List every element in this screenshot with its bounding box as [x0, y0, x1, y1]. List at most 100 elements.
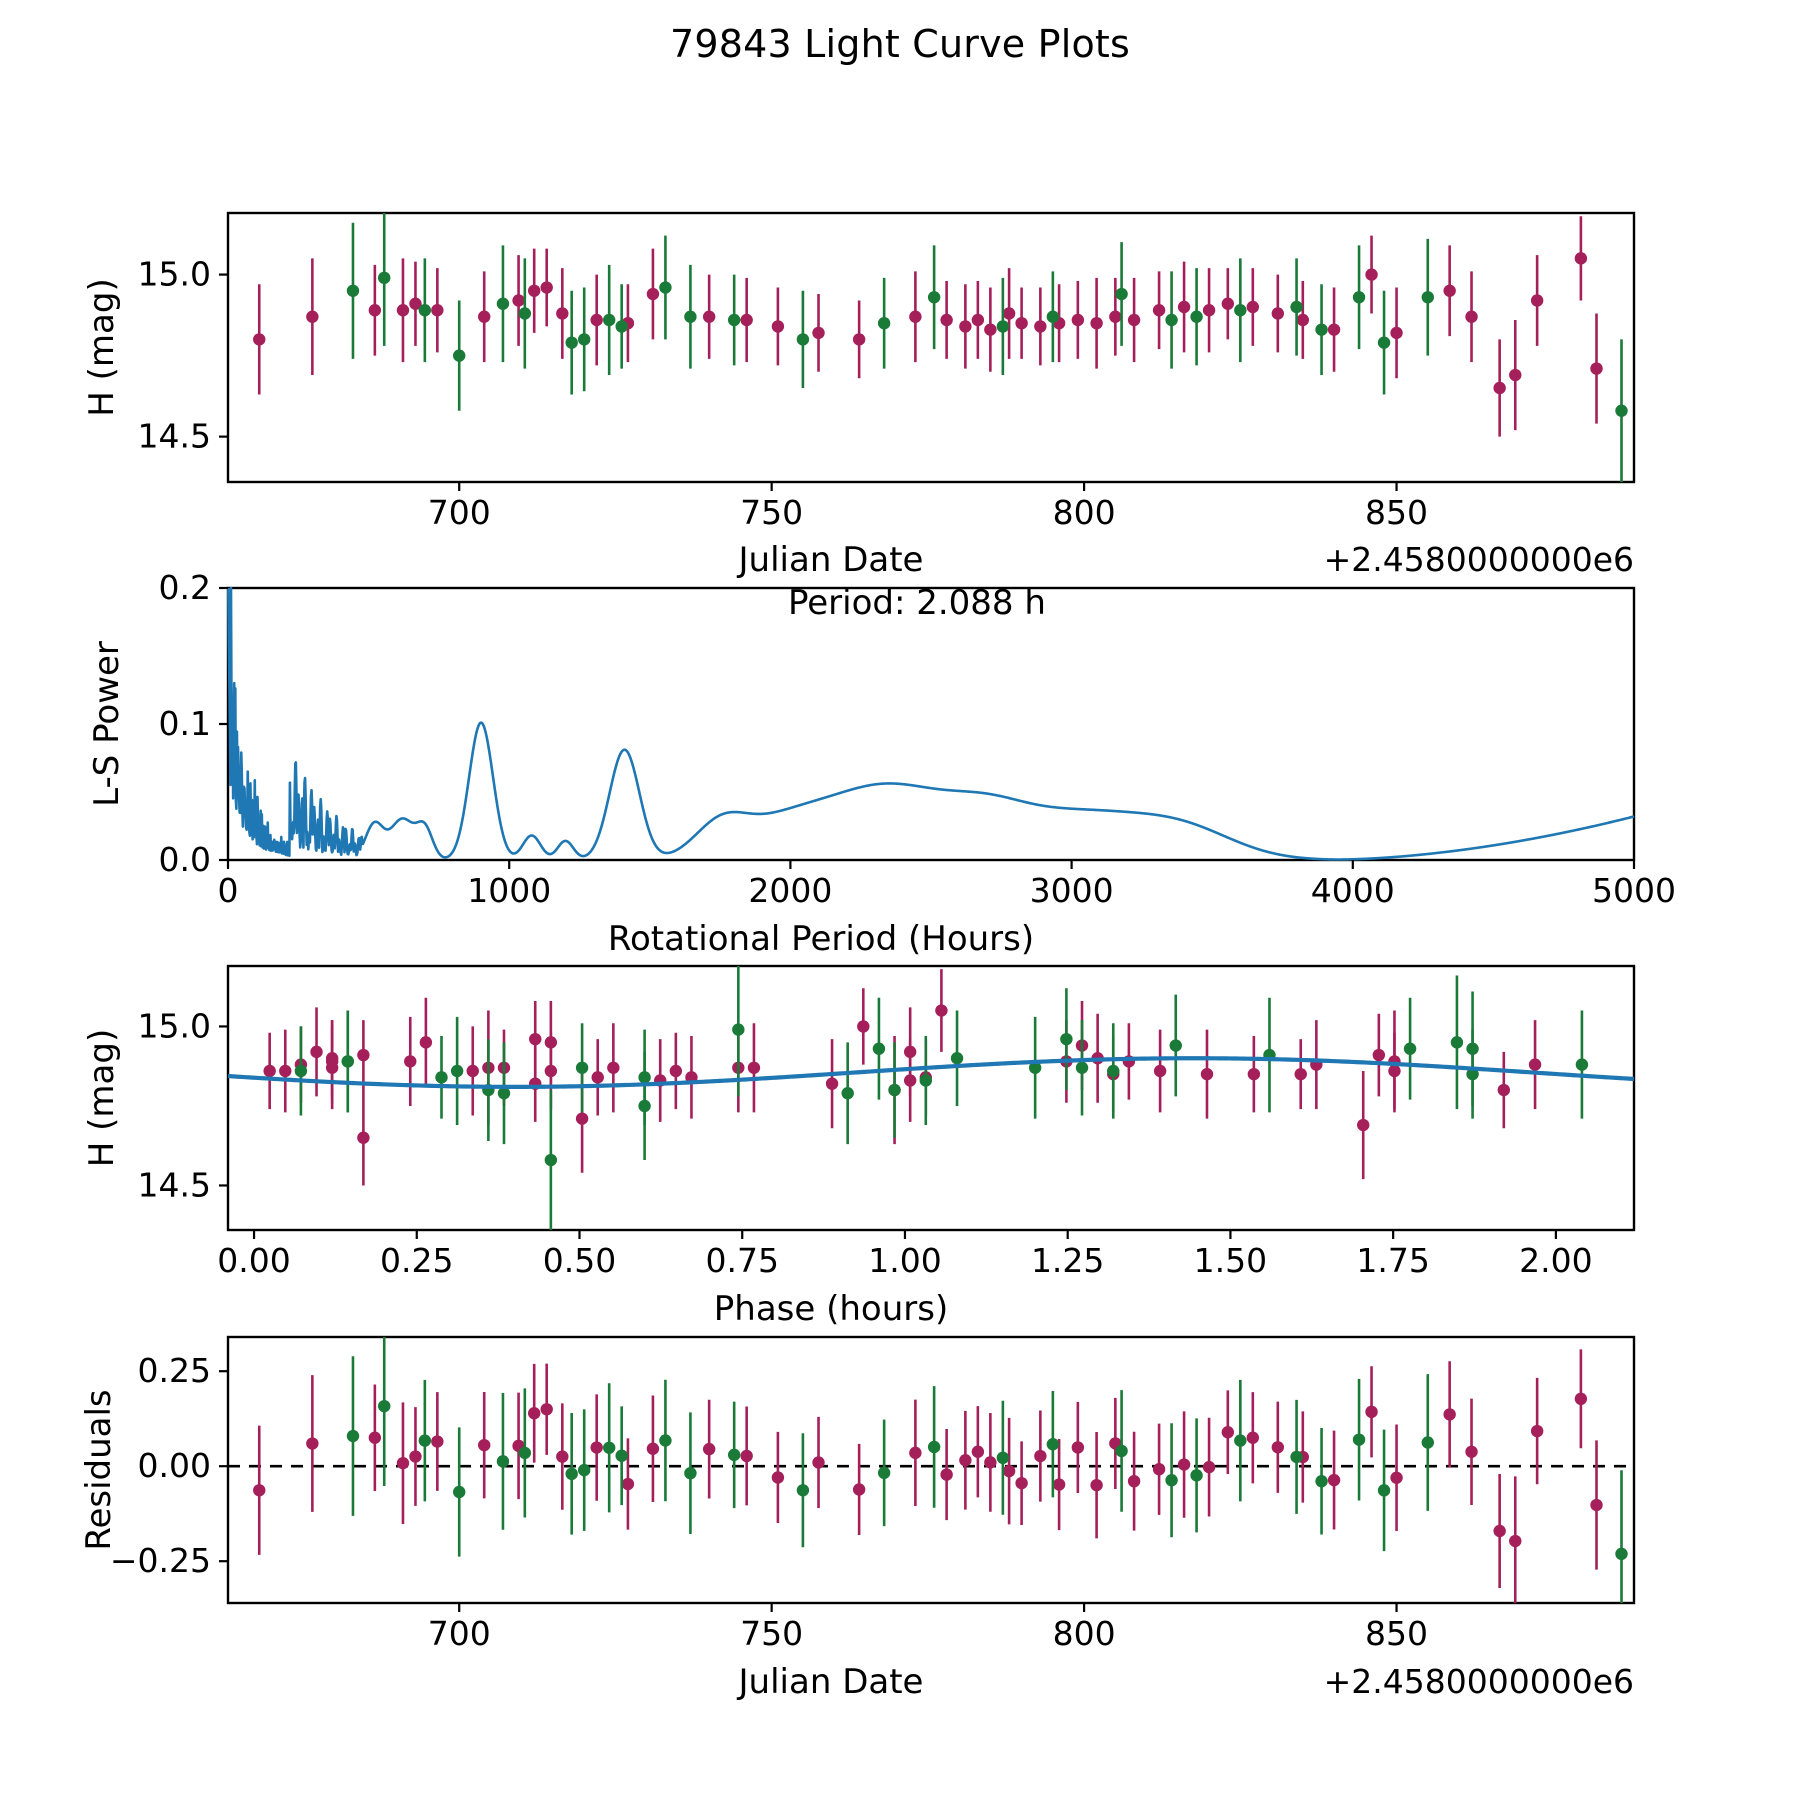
data-point: [919, 1035, 932, 1126]
data-marker: [346, 284, 360, 297]
data-marker: [872, 1042, 886, 1055]
data-marker: [1509, 368, 1522, 382]
data-marker: [1327, 323, 1341, 336]
data-point: [1450, 975, 1464, 1110]
data-marker: [659, 1434, 672, 1447]
data-point: [565, 290, 578, 395]
data-point: [341, 1010, 354, 1113]
data-marker: [1052, 1478, 1066, 1491]
data-point: [927, 245, 941, 350]
data-point: [577, 287, 591, 392]
data-marker: [279, 1064, 292, 1078]
data-point: [1493, 339, 1506, 437]
data-marker: [378, 1399, 391, 1413]
data-marker: [431, 1435, 444, 1448]
data-point: [732, 966, 745, 1097]
data-marker: [1296, 313, 1310, 327]
data-point: [453, 1427, 466, 1557]
data-point: [852, 300, 866, 379]
x-tick-label: 1000: [467, 871, 551, 910]
data-marker: [1115, 1444, 1128, 1458]
data-marker: [540, 1403, 553, 1416]
data-marker: [1497, 1083, 1511, 1097]
data-marker: [1352, 1433, 1366, 1446]
data-marker: [1450, 1036, 1464, 1049]
data-marker: [1315, 323, 1328, 336]
data-marker: [540, 281, 553, 294]
x-tick-label: 1.50: [1194, 1241, 1267, 1280]
y-tick-label: −0.25: [110, 1541, 211, 1580]
data-point: [984, 287, 997, 372]
data-marker: [1071, 313, 1085, 327]
data-point: [1327, 1430, 1341, 1530]
data-marker: [1060, 1032, 1073, 1046]
data-marker: [518, 1446, 532, 1460]
data-point: [1202, 1417, 1216, 1517]
figure-title: 79843 Light Curve Plots: [669, 22, 1131, 66]
data-marker: [1152, 1463, 1166, 1476]
data-point: [1530, 1377, 1544, 1485]
x-axis-offset-label: +2.4580000000e6: [1324, 540, 1634, 579]
y-tick-label: 0.2: [159, 568, 211, 607]
data-marker: [253, 333, 266, 346]
data-point: [950, 1010, 964, 1106]
data-point: [1443, 1361, 1456, 1468]
data-point: [1310, 1020, 1323, 1110]
data-marker: [602, 1441, 616, 1454]
data-point: [971, 1406, 985, 1498]
x-tick-label: 2000: [748, 871, 832, 910]
data-point: [527, 1363, 541, 1463]
data-point: [1352, 245, 1366, 350]
data-marker: [1574, 252, 1588, 265]
data-marker: [1372, 1048, 1386, 1062]
data-marker: [419, 1036, 433, 1049]
data-marker: [1421, 291, 1434, 304]
data-point: [1590, 1440, 1603, 1570]
data-marker: [1221, 297, 1235, 310]
data-point: [419, 997, 433, 1087]
data-marker: [435, 1071, 448, 1084]
data-point: [1465, 1398, 1478, 1505]
data-point: [512, 255, 525, 346]
data-marker: [971, 313, 985, 327]
data-marker: [1221, 1426, 1235, 1439]
data-point: [1165, 1423, 1178, 1538]
data-marker: [1152, 304, 1166, 317]
data-marker: [796, 1484, 810, 1497]
data-marker: [409, 1450, 422, 1463]
data-point: [1263, 997, 1276, 1113]
data-point: [1290, 258, 1303, 356]
y-tick-label: 0.25: [138, 1351, 211, 1390]
data-point: [540, 248, 553, 327]
x-axis-label: Julian Date: [737, 1662, 924, 1702]
data-marker: [418, 1434, 432, 1447]
data-point: [684, 264, 697, 369]
data-point: [1034, 287, 1047, 366]
data-point: [654, 1039, 667, 1122]
data-point: [346, 222, 360, 359]
data-marker: [1493, 381, 1506, 395]
data-point: [1075, 1020, 1089, 1116]
x-tick-label: 750: [740, 493, 803, 532]
data-marker: [453, 349, 466, 362]
data-marker: [497, 1087, 511, 1100]
data-marker: [825, 1077, 839, 1090]
data-point: [1190, 1418, 1203, 1533]
data-marker: [590, 313, 603, 327]
data-point: [903, 1039, 917, 1122]
data-point: [1290, 1399, 1303, 1514]
data-marker: [357, 1048, 370, 1062]
data-marker: [1202, 304, 1216, 317]
data-marker: [527, 1407, 541, 1420]
data-point: [1377, 290, 1391, 395]
data-marker: [852, 333, 866, 346]
data-marker: [544, 1064, 558, 1078]
data-marker: [702, 1442, 716, 1456]
x-tick-label: 0.25: [380, 1241, 453, 1280]
data-point: [1246, 268, 1260, 346]
data-marker: [478, 310, 491, 323]
data-point: [409, 1407, 422, 1506]
data-point: [482, 1039, 495, 1141]
x-tick-label: 700: [428, 493, 491, 532]
